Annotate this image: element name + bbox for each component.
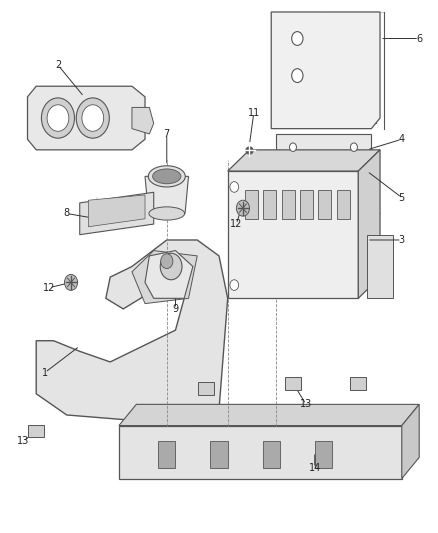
Bar <box>300 190 313 219</box>
Polygon shape <box>80 192 154 235</box>
Polygon shape <box>271 12 380 128</box>
Circle shape <box>237 200 250 216</box>
Text: 2: 2 <box>55 60 61 70</box>
Circle shape <box>350 143 357 151</box>
Circle shape <box>47 105 69 131</box>
Bar <box>245 190 258 219</box>
Ellipse shape <box>152 169 181 184</box>
Circle shape <box>161 254 173 269</box>
Bar <box>28 424 44 437</box>
Polygon shape <box>358 150 380 298</box>
Text: 4: 4 <box>399 134 405 144</box>
Text: 12: 12 <box>230 219 243 229</box>
Ellipse shape <box>149 207 185 220</box>
Text: 14: 14 <box>309 463 321 473</box>
Circle shape <box>82 105 104 131</box>
Text: 12: 12 <box>43 282 56 293</box>
Polygon shape <box>228 171 358 298</box>
Polygon shape <box>119 405 419 425</box>
Polygon shape <box>36 240 228 425</box>
Bar <box>336 190 350 219</box>
Text: 8: 8 <box>64 208 70 219</box>
Text: 13: 13 <box>300 399 312 409</box>
Polygon shape <box>119 425 402 479</box>
Bar <box>315 441 332 468</box>
Circle shape <box>230 280 239 290</box>
Circle shape <box>230 182 239 192</box>
Bar <box>282 190 295 219</box>
Polygon shape <box>132 251 197 304</box>
Bar <box>262 441 280 468</box>
Polygon shape <box>276 134 371 160</box>
Text: 7: 7 <box>164 129 170 139</box>
Bar <box>285 377 301 390</box>
Polygon shape <box>88 195 145 227</box>
Text: 13: 13 <box>17 437 29 447</box>
Polygon shape <box>228 150 380 171</box>
Circle shape <box>292 69 303 83</box>
Text: 5: 5 <box>399 192 405 203</box>
Text: 1: 1 <box>42 368 48 377</box>
Ellipse shape <box>148 166 185 187</box>
Bar <box>198 382 214 395</box>
Polygon shape <box>145 251 193 298</box>
Text: 9: 9 <box>173 304 179 314</box>
Circle shape <box>42 98 74 138</box>
Polygon shape <box>28 86 145 150</box>
Bar <box>210 441 228 468</box>
Bar <box>263 190 276 219</box>
Bar <box>318 190 331 219</box>
Polygon shape <box>367 235 393 298</box>
Circle shape <box>290 143 297 151</box>
Polygon shape <box>145 176 188 214</box>
Circle shape <box>160 253 182 280</box>
Circle shape <box>64 274 78 290</box>
Polygon shape <box>402 405 419 479</box>
Polygon shape <box>132 108 154 134</box>
Text: 3: 3 <box>399 235 405 245</box>
Circle shape <box>76 98 110 138</box>
Bar <box>158 441 176 468</box>
Circle shape <box>292 31 303 45</box>
Text: 6: 6 <box>416 34 422 44</box>
Bar <box>350 377 366 390</box>
Text: 11: 11 <box>248 108 260 118</box>
